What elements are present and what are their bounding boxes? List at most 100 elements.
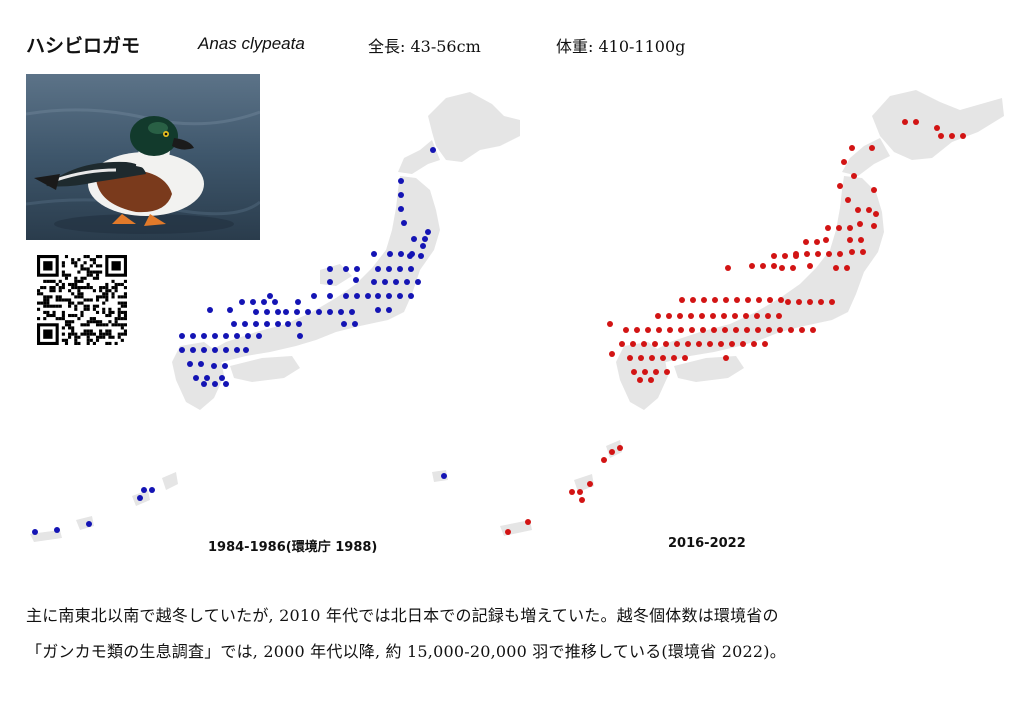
occurrence-dot (371, 279, 377, 285)
duck-photo (26, 74, 260, 240)
occurrence-dot (934, 125, 940, 131)
occurrence-dot (222, 363, 228, 369)
occurrence-dot (729, 341, 735, 347)
species-name: ハシビロガモ (26, 35, 141, 57)
occurrence-dot (190, 333, 196, 339)
occurrence-dot (242, 321, 248, 327)
occurrence-dot (793, 251, 799, 257)
occurrence-dot (256, 333, 262, 339)
occurrence-dot (652, 341, 658, 347)
occurrence-dot (648, 377, 654, 383)
occurrence-dot (637, 377, 643, 383)
occurrence-dot (707, 341, 713, 347)
occurrence-dot (723, 297, 729, 303)
occurrence-dot (316, 309, 322, 315)
occurrence-dot (387, 251, 393, 257)
occurrence-dot (851, 173, 857, 179)
occurrence-dot (375, 307, 381, 313)
occurrence-dot (250, 299, 256, 305)
occurrence-dot (223, 347, 229, 353)
occurrence-dot (718, 341, 724, 347)
occurrence-dot (756, 297, 762, 303)
occurrence-dot (285, 321, 291, 327)
occurrence-dot (207, 307, 213, 313)
occurrence-dot (407, 253, 413, 259)
occurrence-dot (623, 327, 629, 333)
occurrence-dot (408, 293, 414, 299)
occurrence-dot (745, 297, 751, 303)
occurrence-dot (201, 333, 207, 339)
occurrence-dot (415, 279, 421, 285)
occurrence-dot (418, 253, 424, 259)
occurrence-dot (408, 266, 414, 272)
occurrence-dot (371, 251, 377, 257)
occurrence-dot (790, 265, 796, 271)
occurrence-dot (765, 313, 771, 319)
occurrence-dot (382, 279, 388, 285)
occurrence-dot (193, 375, 199, 381)
occurrence-dot (283, 309, 289, 315)
occurrence-dot (849, 249, 855, 255)
description-line-2: 「ガンカモ類の生息調査」では, 2000 年代以降, 約 15,000-20,0… (26, 642, 786, 661)
occurrence-dot (398, 206, 404, 212)
duck-illustration (26, 74, 260, 240)
occurrence-dot (305, 309, 311, 315)
occurrence-dot (365, 293, 371, 299)
occurrence-dot (857, 221, 863, 227)
occurrence-dot (721, 313, 727, 319)
occurrence-dot (239, 299, 245, 305)
occurrence-dot (227, 307, 233, 313)
occurrence-dot (837, 183, 843, 189)
occurrence-dot (776, 313, 782, 319)
occurrence-dot (847, 237, 853, 243)
occurrence-dot (386, 307, 392, 313)
occurrence-dot (667, 327, 673, 333)
occurrence-dot (579, 497, 585, 503)
occurrence-dot (837, 251, 843, 257)
occurrence-dot (807, 299, 813, 305)
occurrence-dot (296, 321, 302, 327)
occurrence-dot (569, 489, 575, 495)
occurrence-dot (725, 265, 731, 271)
occurrence-dot (755, 327, 761, 333)
occurrence-dot (869, 145, 875, 151)
occurrence-dot (671, 355, 677, 361)
occurrence-dots-left (32, 147, 447, 535)
occurrence-dot (223, 381, 229, 387)
occurrence-dot (949, 133, 955, 139)
occurrence-dot (212, 333, 218, 339)
occurrence-dot (253, 309, 259, 315)
occurrence-dot (688, 313, 694, 319)
occurrence-dot (401, 220, 407, 226)
occurrence-dot (617, 445, 623, 451)
occurrence-dot (275, 309, 281, 315)
occurrence-dot (297, 333, 303, 339)
occurrence-dot (204, 375, 210, 381)
occurrence-dot (734, 297, 740, 303)
occurrence-dot (398, 192, 404, 198)
occurrence-dot (712, 297, 718, 303)
occurrence-dot (766, 327, 772, 333)
occurrence-dot (913, 119, 919, 125)
occurrence-dot (825, 225, 831, 231)
occurrence-dot (609, 449, 615, 455)
occurrence-dot (201, 381, 207, 387)
occurrence-dots-right (505, 119, 966, 535)
occurrence-dot (211, 363, 217, 369)
occurrence-dot (212, 381, 218, 387)
occurrence-dot (243, 347, 249, 353)
occurrence-dot (810, 327, 816, 333)
occurrence-dot (201, 347, 207, 353)
occurrence-dot (264, 309, 270, 315)
occurrence-dot (779, 265, 785, 271)
occurrence-dot (327, 293, 333, 299)
occurrence-dot (678, 327, 684, 333)
occurrence-dot (711, 327, 717, 333)
occurrence-dot (54, 527, 60, 533)
occurrence-dot (656, 327, 662, 333)
occurrence-dot (295, 299, 301, 305)
qr-code-icon[interactable] (37, 255, 127, 345)
occurrence-dot (823, 237, 829, 243)
occurrence-dot (660, 355, 666, 361)
occurrence-dot (685, 341, 691, 347)
